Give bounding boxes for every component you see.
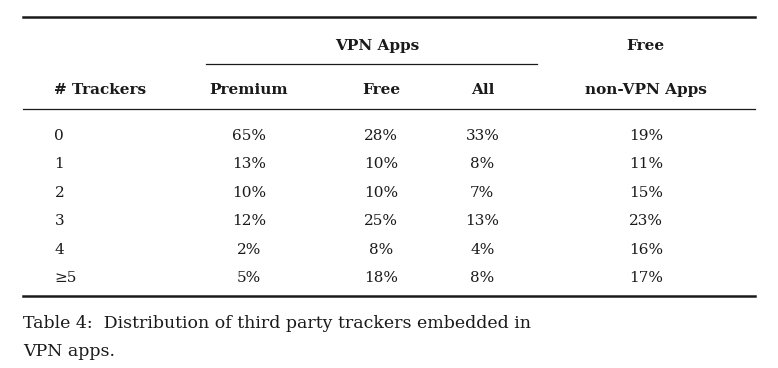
Text: 13%: 13% — [465, 214, 499, 228]
Text: All: All — [471, 83, 494, 97]
Text: 19%: 19% — [629, 129, 663, 143]
Text: 8%: 8% — [470, 271, 495, 285]
Text: Free: Free — [626, 39, 665, 53]
Text: ≥5: ≥5 — [54, 271, 77, 285]
Text: VPN Apps: VPN Apps — [335, 39, 419, 53]
Text: 23%: 23% — [629, 214, 663, 228]
Text: 17%: 17% — [629, 271, 663, 285]
Text: 3: 3 — [54, 214, 64, 228]
Text: 28%: 28% — [364, 129, 398, 143]
Text: Premium: Premium — [209, 83, 289, 97]
Text: 10%: 10% — [364, 158, 398, 171]
Text: 10%: 10% — [364, 186, 398, 200]
Text: 4: 4 — [54, 243, 65, 256]
Text: Table 4:  Distribution of third party trackers embedded in: Table 4: Distribution of third party tra… — [23, 315, 531, 332]
Text: 2: 2 — [54, 186, 65, 200]
Text: 18%: 18% — [364, 271, 398, 285]
Text: 65%: 65% — [232, 129, 266, 143]
Text: 5%: 5% — [237, 271, 261, 285]
Text: 8%: 8% — [470, 158, 495, 171]
Text: 16%: 16% — [629, 243, 663, 256]
Text: VPN apps.: VPN apps. — [23, 343, 115, 360]
Text: Free: Free — [362, 83, 401, 97]
Text: 33%: 33% — [465, 129, 499, 143]
Text: 12%: 12% — [232, 214, 266, 228]
Text: 8%: 8% — [369, 243, 394, 256]
Text: 11%: 11% — [629, 158, 663, 171]
Text: 15%: 15% — [629, 186, 663, 200]
Text: 13%: 13% — [232, 158, 266, 171]
Text: 0: 0 — [54, 129, 65, 143]
Text: 7%: 7% — [470, 186, 495, 200]
Text: # Trackers: # Trackers — [54, 83, 146, 97]
Text: non-VPN Apps: non-VPN Apps — [585, 83, 706, 97]
Text: 4%: 4% — [470, 243, 495, 256]
Text: 10%: 10% — [232, 186, 266, 200]
Text: 1: 1 — [54, 158, 65, 171]
Text: 25%: 25% — [364, 214, 398, 228]
Text: 2%: 2% — [237, 243, 261, 256]
